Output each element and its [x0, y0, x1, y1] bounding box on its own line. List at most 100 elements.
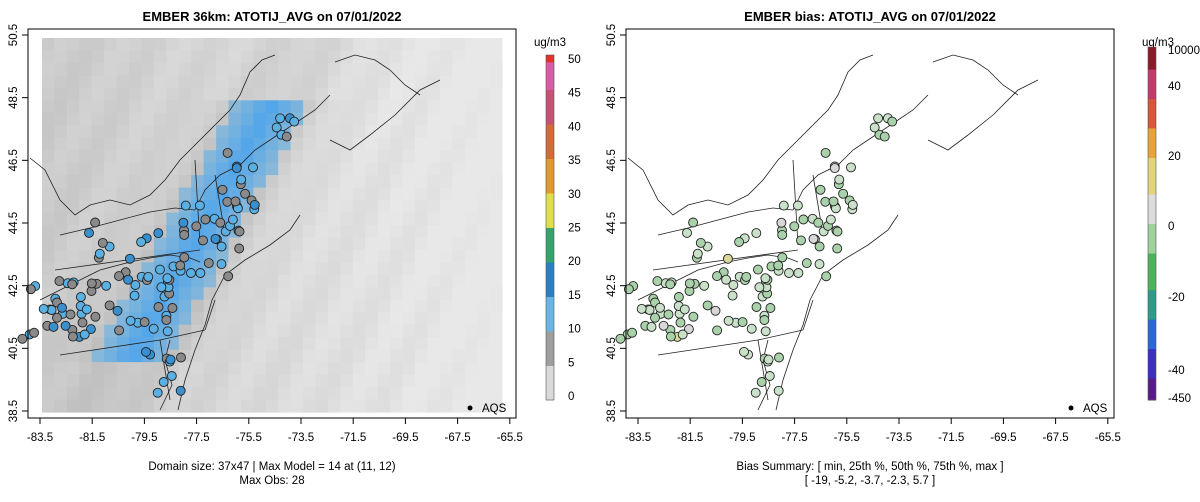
raster-cell: [340, 87, 354, 101]
site-marker: [94, 248, 105, 259]
y-tick-label: 40.5: [606, 337, 618, 359]
raster-cell: [464, 38, 478, 52]
raster-cell: [402, 312, 416, 326]
left-legend-marker: [467, 405, 473, 411]
raster-cell: [166, 175, 180, 189]
raster-cell: [178, 399, 192, 413]
raster-cell: [42, 212, 55, 226]
raster-cell: [129, 112, 142, 126]
raster-cell: [315, 212, 329, 226]
y-tick-label: 46.5: [606, 149, 618, 171]
raster-cell: [191, 387, 205, 401]
raster-cell: [91, 175, 105, 189]
raster-cell: [203, 312, 217, 326]
site-marker: [153, 228, 164, 239]
raster-cell: [191, 374, 205, 388]
colorbar-tick-label: 20: [568, 256, 581, 268]
site-marker: [796, 235, 806, 246]
raster-cell: [402, 125, 416, 139]
raster-cell: [166, 187, 180, 201]
raster-cell: [141, 262, 155, 276]
site-marker: [665, 279, 676, 290]
raster-cell: [216, 324, 230, 338]
raster-cell: [340, 50, 354, 64]
raster-cell: [365, 200, 379, 214]
raster-cell: [489, 187, 503, 201]
raster-cell: [303, 324, 317, 338]
raster-cell: [116, 38, 130, 52]
raster-cell: [153, 50, 167, 64]
raster-cell: [129, 324, 142, 338]
raster-cell: [377, 137, 391, 151]
x-tick-label: -79.5: [131, 432, 157, 444]
raster-cell: [340, 225, 354, 239]
left-y-ticks: 38.5 40.5 42.5 44.5 46.5 48.5 50.5: [8, 24, 28, 422]
raster-cell: [477, 62, 491, 76]
site-marker: [227, 214, 238, 225]
y-tick-label: 48.5: [606, 86, 618, 108]
raster-cell: [91, 50, 105, 64]
raster-cell: [464, 212, 478, 226]
raster-cell: [240, 287, 254, 301]
raster-cell: [66, 38, 80, 52]
site-marker: [683, 324, 694, 335]
raster-cell: [265, 150, 279, 164]
raster-cell: [166, 212, 180, 226]
raster-cell: [178, 175, 192, 189]
raster-cell: [327, 387, 341, 401]
site-marker: [808, 233, 819, 244]
raster-cell: [265, 312, 279, 326]
raster-cell: [452, 87, 466, 101]
colorbar-cell: [1148, 304, 1156, 313]
raster-cell: [390, 137, 404, 151]
site-marker: [176, 352, 186, 363]
site-marker: [90, 311, 101, 322]
raster-cell: [377, 349, 391, 363]
raster-cell: [340, 150, 354, 164]
left-legend-label: AQS: [482, 403, 507, 415]
raster-cell: [489, 75, 503, 89]
raster-cell: [352, 387, 366, 401]
colorbar-cell: [546, 289, 554, 297]
raster-cell: [327, 162, 341, 176]
raster-cell: [427, 175, 441, 189]
raster-cell: [42, 125, 55, 139]
raster-cell: [240, 212, 254, 226]
site-marker: [773, 260, 784, 271]
colorbar-cell: [546, 379, 554, 387]
site-marker: [156, 282, 167, 293]
raster-cell: [91, 150, 105, 164]
right-y-ticks: 38.5 40.5 42.5 44.5 46.5 48.5 50.5: [606, 24, 626, 422]
colorbar-cell: [546, 248, 554, 256]
site-marker: [825, 214, 836, 225]
raster-cell: [365, 262, 379, 276]
raster-cell: [427, 75, 441, 89]
right-footer-line1: Bias Summary: [ min, 25th %, 50th %, 75t…: [736, 461, 1003, 473]
raster-cell: [141, 87, 155, 101]
raster-cell: [427, 312, 441, 326]
raster-cell: [327, 337, 341, 351]
raster-cell: [54, 100, 68, 114]
raster-cell: [66, 150, 80, 164]
raster-cell: [228, 337, 242, 351]
raster-cell: [415, 349, 428, 363]
raster-cell: [79, 187, 93, 201]
colorbar-cell: [546, 96, 554, 104]
colorbar-cell: [1148, 238, 1156, 247]
raster-cell: [390, 112, 404, 126]
raster-cell: [66, 399, 80, 413]
raster-cell: [116, 125, 130, 139]
raster-cell: [390, 200, 404, 214]
raster-cell: [265, 187, 279, 201]
boundary-line: [177, 214, 301, 411]
raster-cell: [54, 237, 68, 251]
raster-cell: [66, 349, 80, 363]
raster-cell: [253, 374, 267, 388]
site-marker: [679, 304, 690, 315]
raster-cell: [79, 125, 93, 139]
raster-cell: [477, 274, 491, 288]
site-marker: [139, 317, 150, 328]
colorbar-cell: [546, 303, 554, 311]
raster-cell: [327, 299, 341, 313]
site-marker: [248, 162, 258, 173]
